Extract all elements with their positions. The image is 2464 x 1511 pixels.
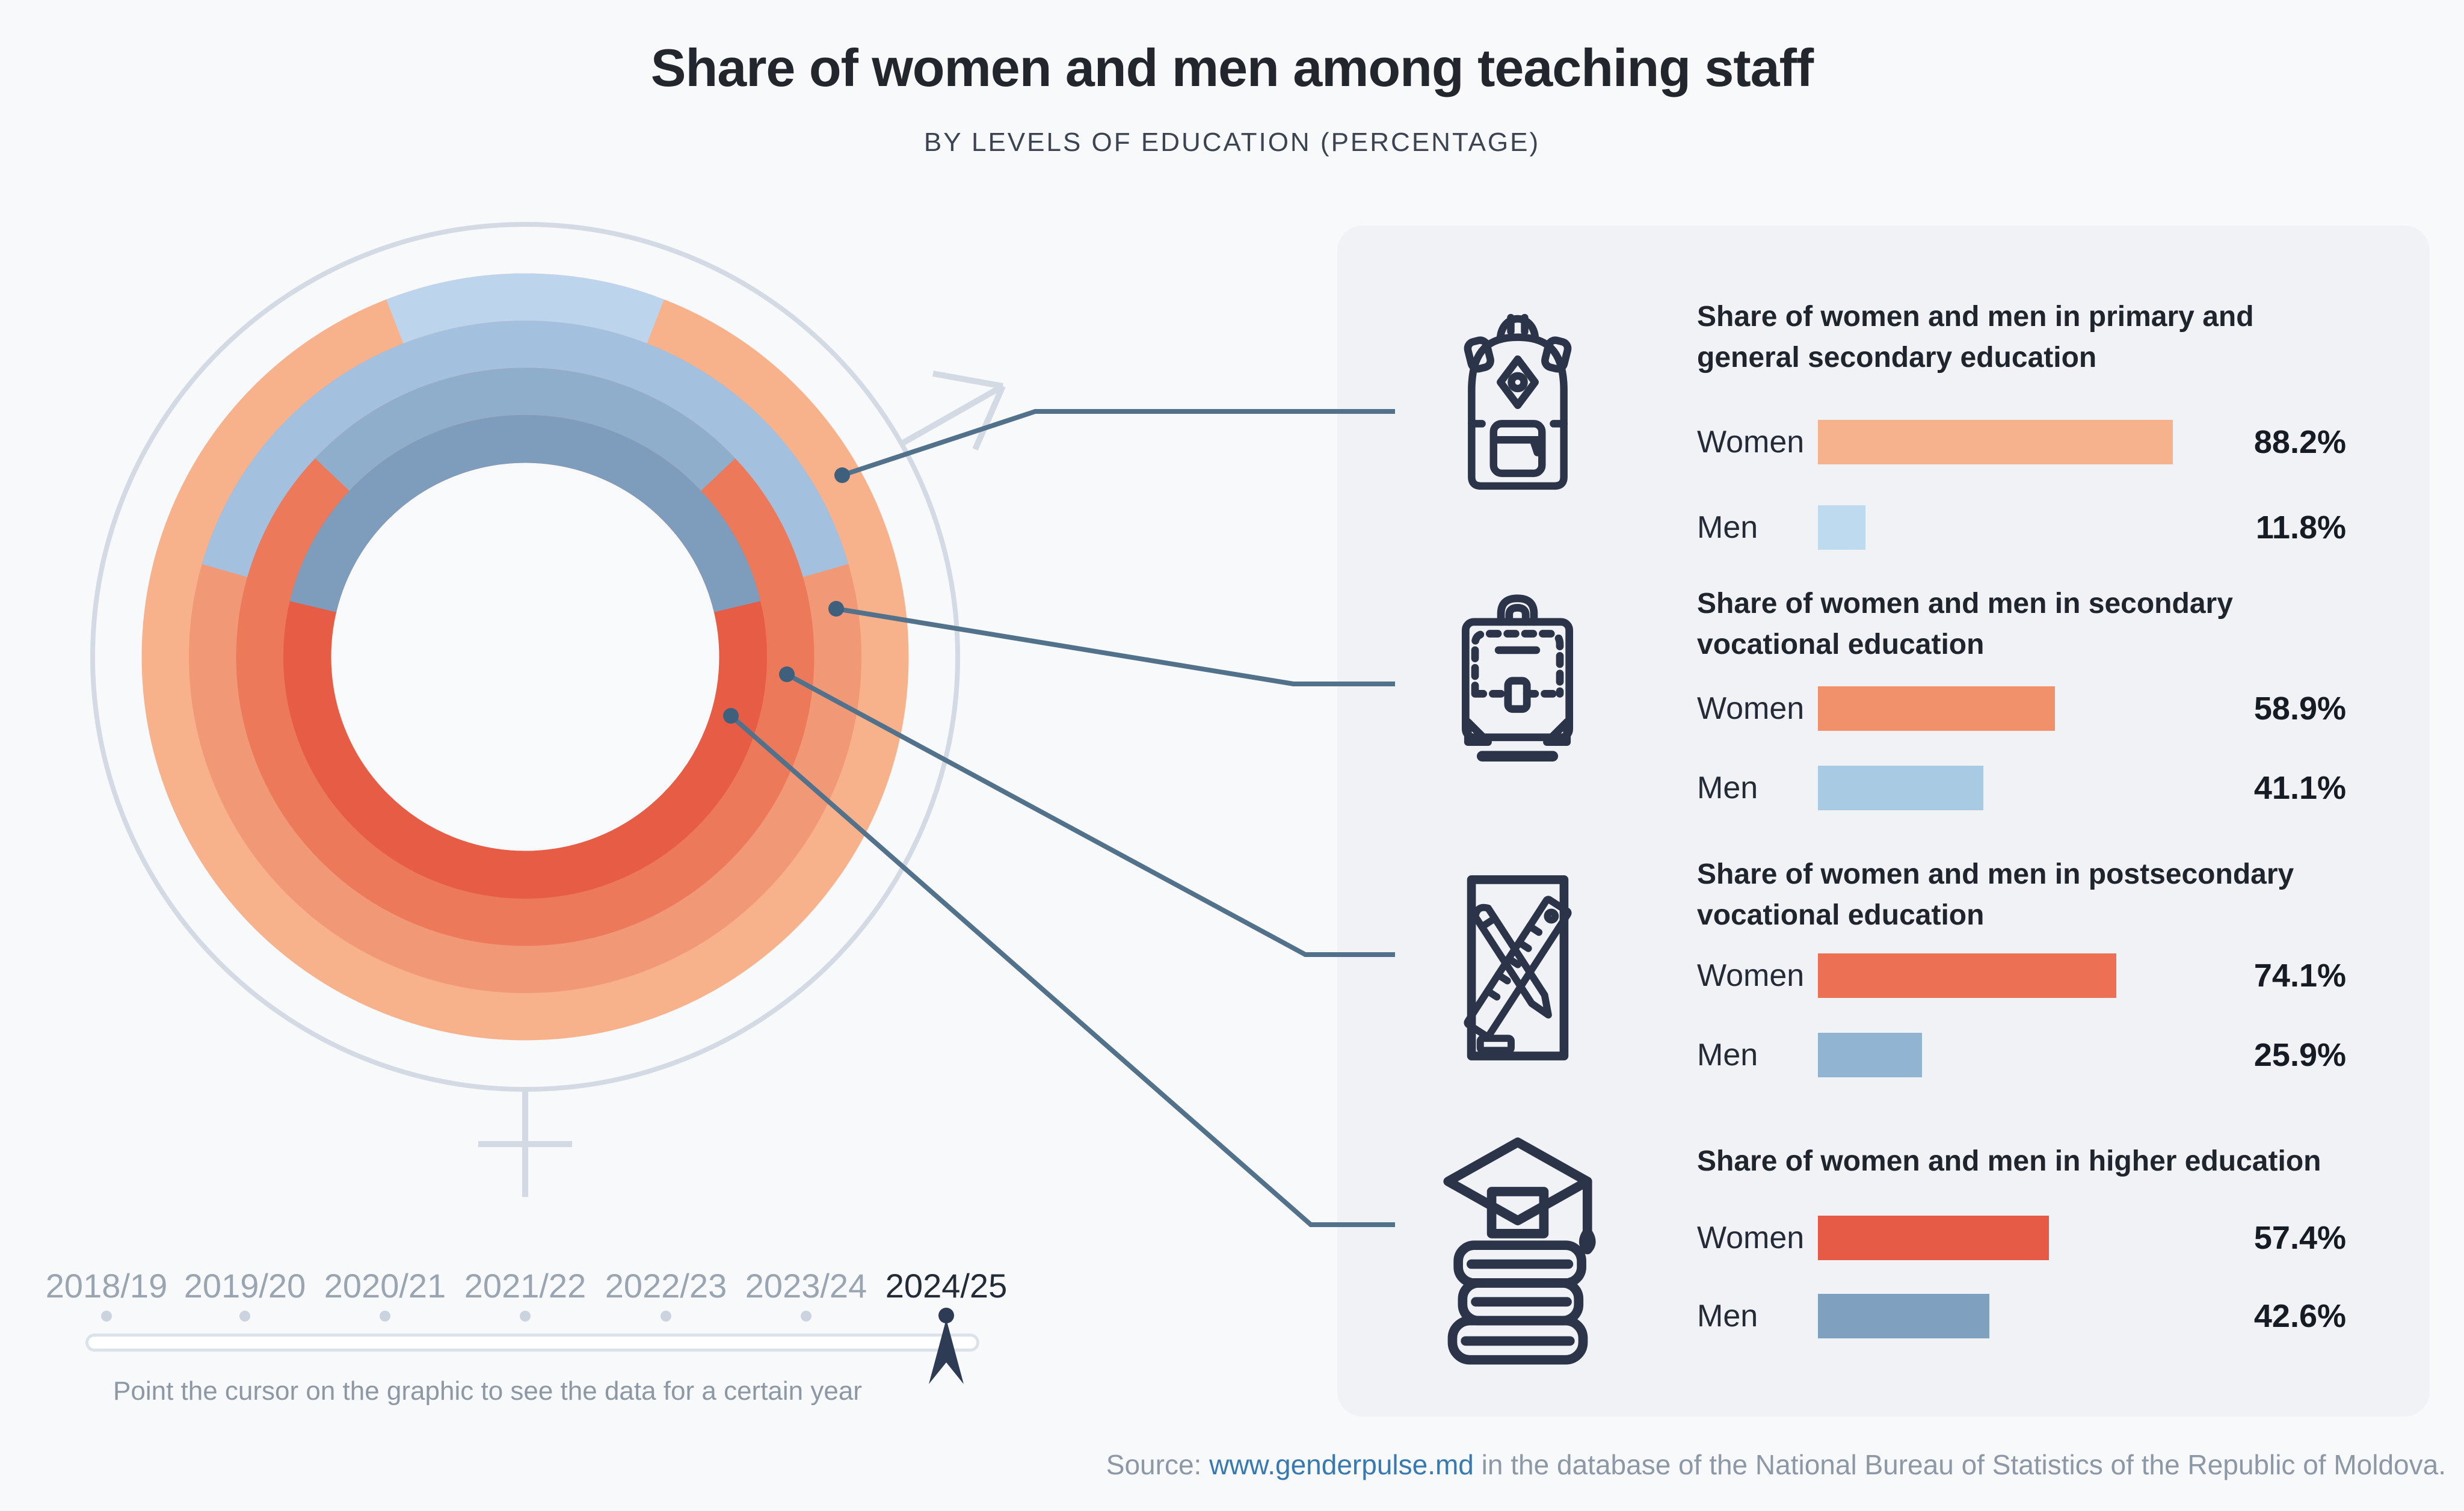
men-label: Men bbox=[1697, 1038, 1758, 1072]
timeline-year-2021-22[interactable]: 2021/22 bbox=[464, 1267, 587, 1305]
men-bar[interactable] bbox=[1818, 1294, 1989, 1338]
women-label: Women bbox=[1697, 958, 1805, 993]
women-bar[interactable] bbox=[1818, 953, 2116, 998]
donut-ring-men-0[interactable] bbox=[386, 273, 664, 344]
men-value: 11.8% bbox=[2255, 509, 2346, 546]
block-title-primary: Share of women and men in primary and ge… bbox=[1697, 301, 2254, 374]
women-value: 88.2% bbox=[2253, 424, 2346, 460]
male-symbol-arrow bbox=[899, 371, 1006, 451]
connector-dot-primary bbox=[834, 467, 850, 483]
timeline-year-2023-24[interactable]: 2023/24 bbox=[745, 1267, 867, 1305]
female-symbol-cross bbox=[478, 1089, 572, 1197]
connector-dot-postsecondary bbox=[779, 666, 795, 682]
timeline-dot-2020-21[interactable] bbox=[380, 1311, 390, 1322]
women-row-higher: Women 57.4% bbox=[1697, 1216, 2346, 1260]
women-row-secondary: Women 58.9% bbox=[1697, 686, 2346, 731]
men-row-postsecondary: Men 25.9% bbox=[1697, 1033, 2346, 1077]
men-bar[interactable] bbox=[1818, 1033, 1922, 1077]
timeline-year-2018-19[interactable]: 2018/19 bbox=[45, 1267, 168, 1305]
block-title-postsecondary: Share of women and men in postsecondary … bbox=[1697, 858, 2294, 931]
women-row-primary: Women 88.2% bbox=[1697, 420, 2346, 464]
source-prefix: Source: bbox=[1106, 1449, 1210, 1480]
timeline-dot-2023-24[interactable] bbox=[801, 1311, 812, 1322]
connector-line-postsecondary bbox=[786, 672, 1395, 957]
men-label: Men bbox=[1697, 771, 1758, 805]
men-value: 41.1% bbox=[2253, 770, 2346, 806]
donut-rings[interactable] bbox=[141, 273, 909, 1041]
donut-ring-women-3[interactable] bbox=[283, 415, 767, 899]
timeline-dot-2019-20[interactable] bbox=[239, 1311, 250, 1322]
timeline-year-2022-23[interactable]: 2022/23 bbox=[605, 1267, 727, 1305]
graduation-books-icon bbox=[1431, 1125, 1605, 1374]
donut-ring-men-2[interactable] bbox=[315, 368, 736, 491]
women-bar[interactable] bbox=[1818, 1216, 2049, 1260]
pencil-ruler-icon bbox=[1452, 863, 1584, 1076]
page-title: Share of women and men among teaching st… bbox=[650, 38, 1814, 97]
men-row-primary: Men 11.8% bbox=[1697, 505, 2346, 550]
connector-dot-secondary-vocational bbox=[828, 601, 844, 617]
men-row-higher: Men 42.6% bbox=[1697, 1294, 2346, 1338]
timeline-year-2024-25[interactable]: 2024/25 bbox=[885, 1267, 1008, 1305]
timeline-year-2019-20[interactable]: 2019/20 bbox=[183, 1267, 306, 1305]
page-subtitle: BY LEVELS OF EDUCATION (PERCENTAGE) bbox=[923, 128, 1541, 157]
timeline-year-2020-21[interactable]: 2020/21 bbox=[324, 1267, 446, 1305]
donut-ring-men-3[interactable] bbox=[289, 415, 761, 612]
women-label: Women bbox=[1697, 1220, 1805, 1255]
connector-dot-higher bbox=[723, 708, 739, 724]
men-bar[interactable] bbox=[1818, 505, 1865, 550]
briefcase-icon bbox=[1447, 586, 1588, 766]
education-levels-panel: Share of women and men in primary and ge… bbox=[1337, 226, 2430, 1417]
men-label: Men bbox=[1697, 510, 1758, 545]
gender-donut-chart[interactable] bbox=[0, 0, 1444, 1323]
connector-line-higher bbox=[729, 713, 1395, 1227]
women-label: Women bbox=[1697, 425, 1805, 460]
source-suffix: in the database of the National Bureau o… bbox=[1473, 1449, 2446, 1480]
donut-ring-men-1[interactable] bbox=[202, 321, 849, 577]
women-label: Women bbox=[1697, 691, 1805, 726]
donut-hole bbox=[334, 466, 716, 848]
timeline-dot-2018-19[interactable] bbox=[101, 1311, 112, 1322]
block-title-higher: Share of women and men in higher educati… bbox=[1697, 1145, 2321, 1177]
men-value: 25.9% bbox=[2253, 1037, 2346, 1073]
women-value: 57.4% bbox=[2253, 1220, 2346, 1256]
timeline-cursor-icon[interactable] bbox=[922, 1314, 970, 1393]
connector-line-secondary-vocational bbox=[836, 606, 1395, 686]
source-link[interactable]: www.genderpulse.md bbox=[1209, 1449, 1474, 1480]
donut-ring-women-2[interactable] bbox=[236, 368, 815, 946]
women-value: 74.1% bbox=[2253, 958, 2346, 994]
timeline-dot-2021-22[interactable] bbox=[520, 1311, 531, 1322]
women-bar[interactable] bbox=[1818, 686, 2055, 731]
men-label: Men bbox=[1697, 1299, 1758, 1334]
women-row-postsecondary: Women 74.1% bbox=[1697, 953, 2346, 998]
men-bar[interactable] bbox=[1818, 766, 1983, 810]
source-line: Source: www.genderpulse.md in the databa… bbox=[1106, 1448, 2446, 1481]
donut-ring-women-0[interactable] bbox=[141, 273, 909, 1041]
timeline-track[interactable] bbox=[85, 1334, 979, 1352]
men-value: 42.6% bbox=[2253, 1298, 2346, 1334]
block-title-secondary-vocational: Share of women and men in secondary voca… bbox=[1697, 588, 2233, 660]
connector-line-primary bbox=[841, 409, 1395, 478]
men-row-secondary: Men 41.1% bbox=[1697, 766, 2346, 810]
timeline-hint: Point the cursor on the graphic to see t… bbox=[113, 1376, 862, 1406]
female-symbol-circle bbox=[90, 222, 960, 1092]
donut-ring-women-1[interactable] bbox=[189, 321, 861, 993]
timeline-dot-2022-23[interactable] bbox=[661, 1311, 671, 1322]
women-bar[interactable] bbox=[1818, 420, 2173, 464]
women-value: 58.9% bbox=[2253, 691, 2346, 727]
backpack-icon bbox=[1449, 304, 1587, 503]
